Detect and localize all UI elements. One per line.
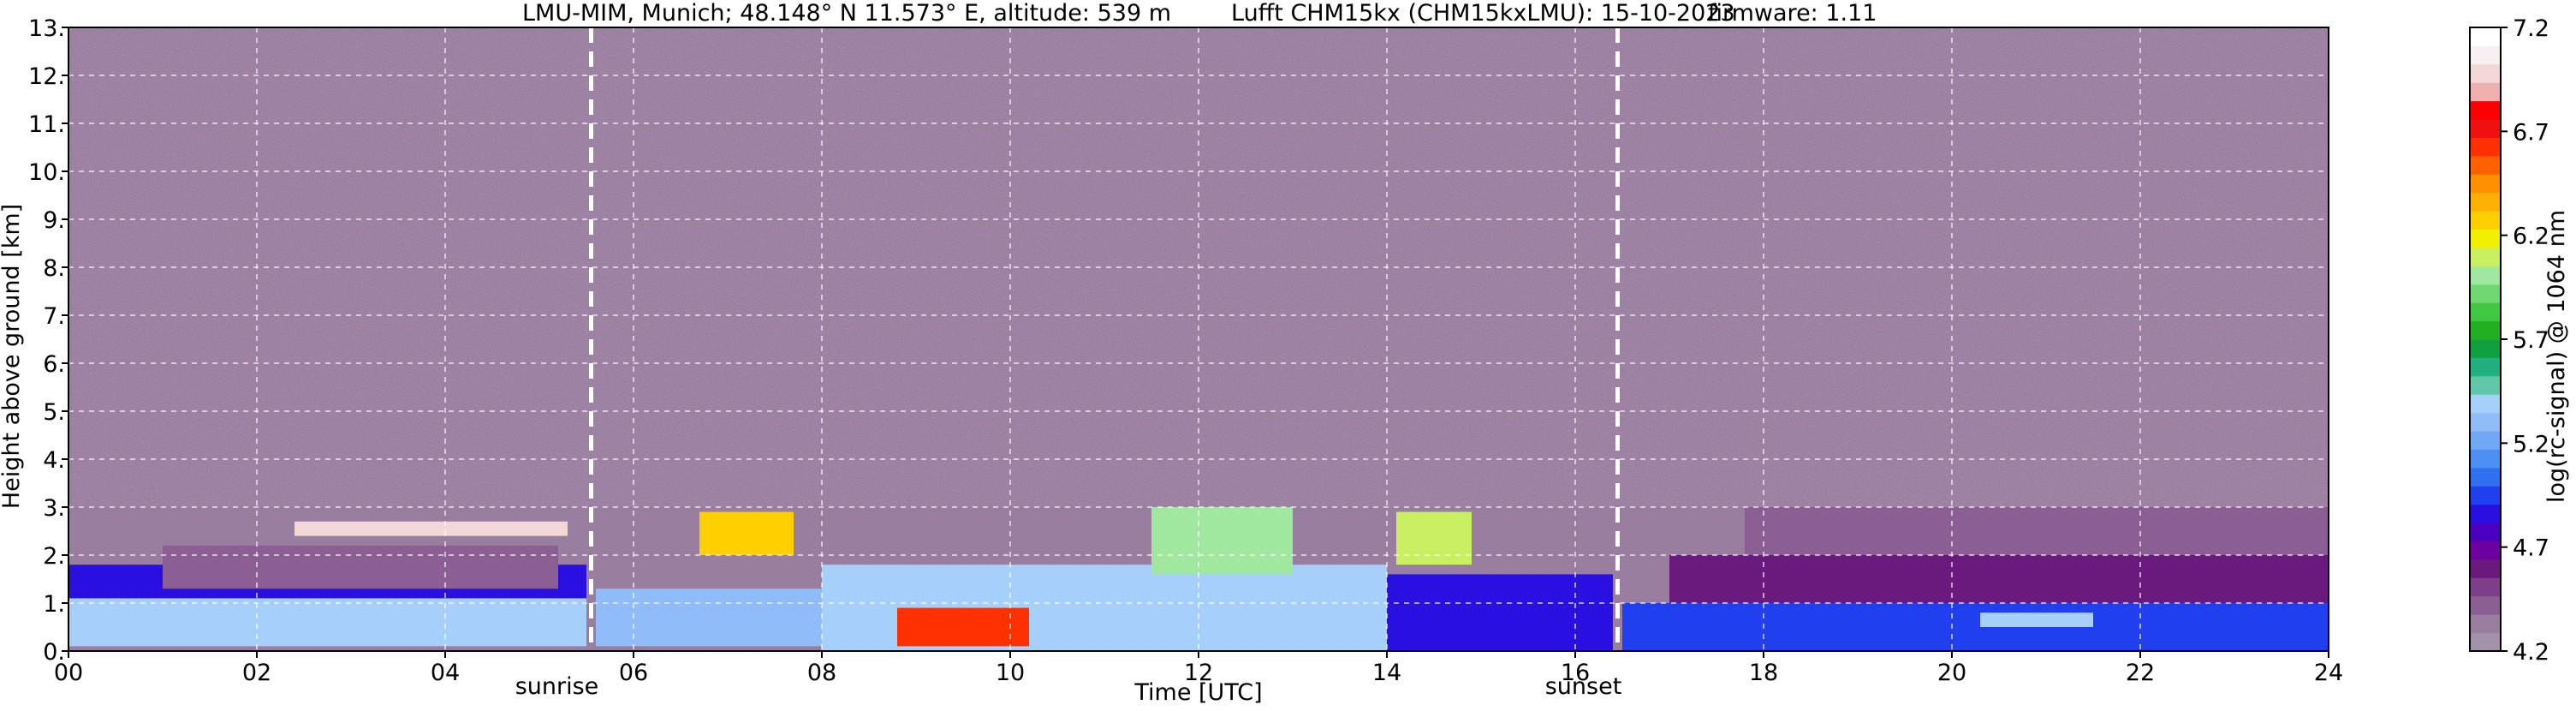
x-tick-label: 18 — [1749, 660, 1778, 686]
colorbar-tick-label: 6.7 — [2513, 119, 2549, 146]
colorbar-swatch — [2470, 431, 2501, 450]
x-tick-label: 16 — [1561, 660, 1590, 686]
y-tick-label: 13. — [28, 15, 65, 42]
plot-frame — [68, 27, 2329, 652]
colorbar-swatch — [2470, 302, 2501, 322]
y-tick-label: 12. — [28, 63, 65, 90]
colorbar-swatch — [2470, 486, 2501, 505]
colorbar-swatch — [2470, 155, 2501, 175]
signal-region — [1980, 612, 2093, 627]
colorbar-swatch — [2470, 632, 2501, 652]
event-label-sunrise: sunrise — [515, 673, 599, 700]
colorbar-swatch — [2470, 614, 2501, 634]
signal-region — [294, 521, 568, 536]
x-tick-label: 04 — [431, 660, 460, 686]
title-instrument: Lufft CHM15kx (CHM15kxLMU): 15-10-2023 — [1231, 0, 1735, 27]
x-axis-label: Time [UTC] — [1133, 679, 1262, 706]
colorbar-swatch — [2470, 266, 2501, 285]
signal-region — [1396, 511, 1472, 565]
signal-region — [596, 589, 822, 647]
x-tick-label: 12 — [1184, 660, 1213, 686]
colorbar-tick-label: 5.2 — [2513, 431, 2549, 457]
colorbar-swatch — [2470, 100, 2501, 120]
x-tick-label: 22 — [2126, 660, 2155, 686]
x-tick-label: 02 — [242, 660, 271, 686]
colorbar-swatch — [2470, 192, 2501, 212]
y-axis-label: Height above ground [km] — [0, 204, 25, 509]
x-tick-label: 06 — [619, 660, 648, 686]
colorbar-swatch — [2470, 523, 2501, 542]
colorbar-tick-label: 6.2 — [2513, 224, 2549, 250]
colorbar-swatch — [2470, 247, 2501, 266]
colorbar-swatch — [2470, 174, 2501, 194]
colorbar-tick-label: 5.7 — [2513, 327, 2549, 354]
colorbar-swatch — [2470, 63, 2501, 83]
title-station: LMU-MIM, Munich; 48.148° N 11.573° E, al… — [522, 0, 1172, 27]
colorbar-swatch — [2470, 467, 2501, 487]
y-tick-label: 10. — [28, 159, 65, 186]
signal-region — [1387, 574, 1613, 651]
x-tick-label: 00 — [54, 660, 83, 686]
colorbar-swatch — [2470, 412, 2501, 432]
y-tick-label: 4. — [43, 447, 65, 474]
y-tick-label: 9. — [43, 207, 65, 234]
x-tick-label: 20 — [1937, 660, 1966, 686]
colorbar-swatch — [2470, 577, 2501, 597]
colorbar-swatch — [2470, 394, 2501, 414]
y-tick-label: 2. — [43, 543, 65, 570]
colorbar-swatch — [2470, 541, 2501, 560]
colorbar-tick-label: 4.7 — [2513, 535, 2549, 562]
x-tick-label: 24 — [2314, 660, 2343, 686]
colorbar-swatch — [2470, 27, 2501, 46]
colorbar-swatch — [2470, 229, 2501, 248]
colorbar-swatch — [2470, 119, 2501, 138]
colorbar-swatch — [2470, 559, 2501, 578]
signal-region — [897, 607, 1029, 647]
x-tick-label: 14 — [1372, 660, 1401, 686]
y-tick-label: 11. — [28, 111, 65, 138]
y-tick-label: 6. — [43, 351, 65, 378]
signal-region — [163, 545, 558, 589]
signal-region — [1622, 603, 2329, 651]
colorbar-swatch — [2470, 320, 2501, 340]
y-tick-label: 1. — [43, 591, 65, 618]
x-tick-label: 10 — [996, 660, 1025, 686]
y-tick-label: 5. — [43, 399, 65, 426]
y-tick-label: 0. — [43, 639, 65, 666]
colorbar-swatch — [2470, 45, 2501, 65]
colorbar-swatch — [2470, 211, 2501, 230]
chart-title: LMU-MIM, Munich; 48.148° N 11.573° E, al… — [0, 0, 2576, 27]
colorbar-swatch — [2470, 137, 2501, 157]
colorbar-label: log(rc-signal) @ 1064 nm — [2543, 210, 2570, 503]
title-firmware: firmware: 1.11 — [1708, 0, 1877, 27]
colorbar-swatch — [2470, 82, 2501, 102]
y-tick-label: 8. — [43, 255, 65, 282]
signal-region — [1151, 507, 1293, 575]
y-tick-label: 7. — [43, 303, 65, 330]
y-tick-label: 3. — [43, 495, 65, 522]
signal-region — [68, 598, 586, 647]
signal-region — [1745, 507, 2329, 555]
signal-region — [1669, 555, 2329, 603]
colorbar-swatch — [2470, 357, 2501, 377]
x-tick-label: 08 — [807, 660, 836, 686]
colorbar-swatch — [2470, 339, 2501, 358]
colorbar-swatch — [2470, 449, 2501, 469]
colorbar-swatch — [2470, 504, 2501, 523]
colorbar-swatch — [2470, 284, 2501, 303]
colorbar-swatch — [2470, 595, 2501, 615]
signal-region — [699, 511, 794, 555]
colorbar-tick-label: 7.2 — [2513, 15, 2549, 42]
event-label-sunset: sunset — [1545, 673, 1622, 700]
colorbar-swatch — [2470, 375, 2501, 395]
colorbar-tick-label: 4.2 — [2513, 639, 2549, 666]
